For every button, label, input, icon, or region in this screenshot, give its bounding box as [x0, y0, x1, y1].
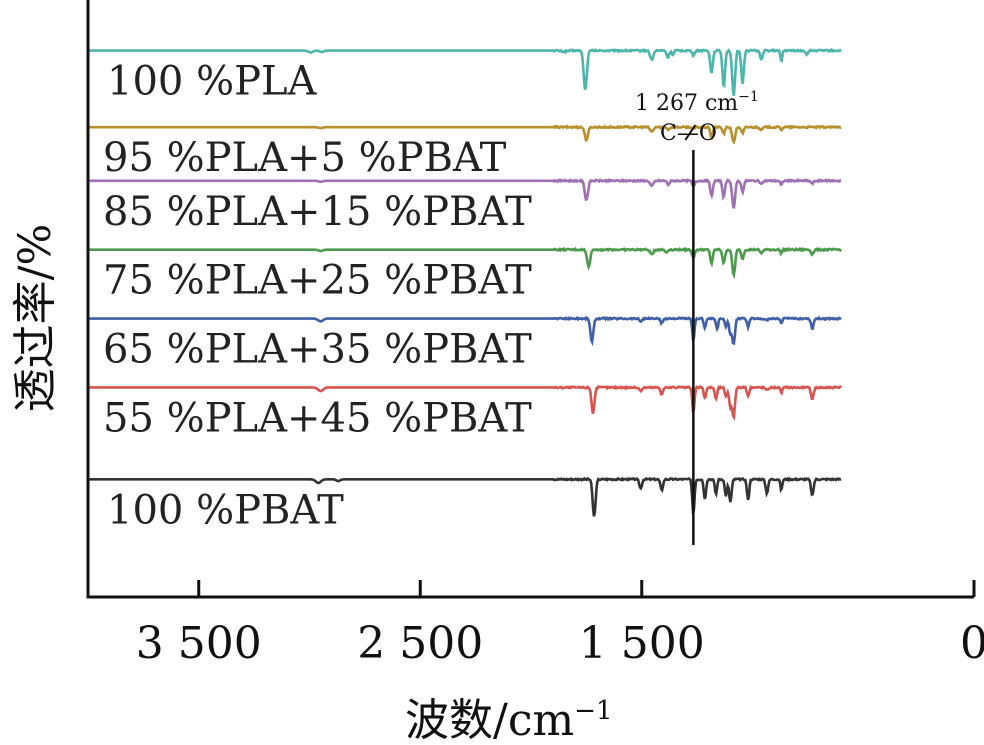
- series-line-2: [88, 124, 842, 145]
- annotation-bond-label: C—O: [660, 121, 717, 146]
- series-line-4: [88, 246, 843, 280]
- annotation-wavenumber-label: 1 267 cm−1: [635, 89, 759, 116]
- series-line-5: [88, 315, 842, 347]
- series-labels: 100 %PLA 95 %PLA+5 %PBAT 85 %PLA+15 %PBAT 7…: [103, 59, 532, 534]
- series-line-6: [88, 384, 843, 421]
- series-label-6: 55 %PLA+45 %PBAT: [103, 395, 532, 441]
- x-ticks: 3 500 2 500 1 500 0: [136, 580, 984, 669]
- series-label-7: 100 %PBAT: [107, 487, 344, 533]
- x-tick-label-0: 0: [960, 618, 984, 669]
- y-axis-title: 透过率/%: [10, 224, 61, 413]
- co-annotation: 1 267 cm−1 C—O: [635, 89, 759, 545]
- axes: [86, 0, 974, 599]
- x-tick-label-1500: 1 500: [579, 618, 705, 669]
- annotation-leader: [684, 124, 697, 141]
- series-label-4: 75 %PLA+25 %PBAT: [103, 258, 532, 304]
- series-label-5: 65 %PLA+35 %PBAT: [103, 327, 532, 373]
- spectra-curves: [88, 47, 843, 517]
- series-line-3: [88, 177, 842, 209]
- x-tick-label-3500: 3 500: [136, 618, 262, 669]
- series-label-2: 95 %PLA+5 %PBAT: [103, 135, 507, 181]
- series-line-7: [88, 476, 842, 517]
- series-line-1: [88, 47, 843, 97]
- x-tick-label-2500: 2 500: [357, 618, 483, 669]
- x-axis-title: 波数/cm−1: [405, 695, 613, 745]
- series-label-1: 100 %PLA: [107, 59, 318, 105]
- series-label-3: 85 %PLA+15 %PBAT: [103, 189, 532, 235]
